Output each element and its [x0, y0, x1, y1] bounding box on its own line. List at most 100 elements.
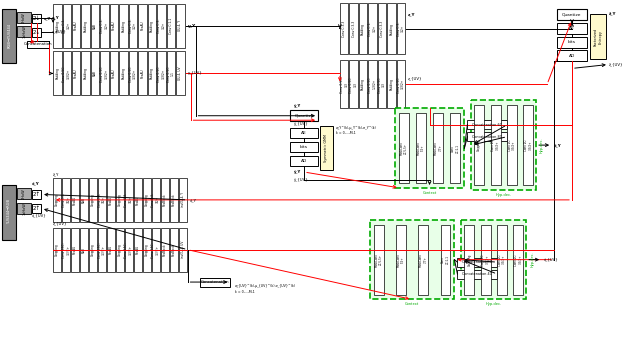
Text: Symmetric GMM: Symmetric GMM: [324, 134, 328, 162]
Text: x̂_{UV}: x̂_{UV}: [544, 258, 559, 262]
Text: MaskConv
5-5+: MaskConv 5-5+: [417, 141, 425, 155]
Text: MaskConv
5-5+: MaskConv 5-5+: [397, 253, 405, 267]
Text: Conv C:3-
3/2+: Conv C:3- 3/2+: [129, 18, 138, 33]
Text: Conv 0.5C:
1-3/2+: Conv 0.5C: 1-3/2+: [368, 76, 377, 92]
Bar: [3, 185, 16, 240]
Bar: [119, 4, 128, 48]
Bar: [17, 188, 31, 199]
Bar: [125, 178, 132, 222]
Text: Padding: Padding: [84, 20, 88, 31]
Bar: [27, 40, 49, 48]
Text: Concatenation: Concatenation: [24, 42, 52, 46]
Bar: [143, 228, 150, 272]
Text: ŷ_Y: ŷ_Y: [294, 170, 301, 174]
Bar: [290, 142, 318, 152]
Bar: [91, 51, 99, 95]
Bar: [17, 12, 31, 23]
Text: 2↓: 2↓: [33, 16, 41, 21]
Bar: [100, 4, 109, 48]
Bar: [349, 3, 358, 55]
Text: Conv 2C:
3-3/2+: Conv 2C: 3-3/2+: [492, 139, 500, 151]
Text: x̂_Y: x̂_Y: [32, 181, 40, 185]
Text: Conv 2C:
3-3/2+: Conv 2C: 3-3/2+: [481, 254, 490, 266]
Bar: [176, 4, 184, 48]
Text: Conv 0.5C:
3-3/2+: Conv 0.5C: 3-3/2+: [97, 242, 106, 257]
Text: 2HxW: 2HxW: [22, 12, 26, 22]
Bar: [100, 51, 109, 95]
Text: Hyp.dec.: Hyp.dec.: [540, 137, 544, 153]
Bar: [157, 51, 166, 95]
Text: ResAU: ResAU: [136, 195, 140, 205]
Bar: [472, 100, 536, 190]
Bar: [107, 178, 115, 222]
Text: ResAU: ResAU: [140, 69, 145, 78]
Bar: [368, 3, 377, 55]
Bar: [32, 190, 41, 199]
Bar: [63, 51, 71, 95]
Bar: [290, 110, 318, 121]
Text: Conv 0.5C:
1-1: Conv 0.5C: 1-1: [166, 65, 175, 81]
Bar: [53, 178, 61, 222]
Text: Cropping: Cropping: [118, 243, 122, 256]
Bar: [416, 113, 426, 183]
Text: RGB→YUV444: RGB→YUV444: [7, 23, 12, 48]
Text: x̂_{UV}: x̂_{UV}: [32, 214, 47, 218]
Bar: [474, 105, 484, 185]
Text: 1xHxW: 1xHxW: [22, 24, 26, 38]
Text: x_Y: x_Y: [52, 16, 60, 20]
Bar: [399, 113, 409, 183]
Bar: [72, 51, 81, 95]
Bar: [370, 220, 454, 299]
Text: Context: Context: [405, 303, 419, 306]
Text: ResBlock: ResBlock: [172, 243, 175, 256]
Text: z_Y: z_Y: [408, 13, 415, 17]
Text: Factorized
Entropy: Factorized Entropy: [593, 27, 602, 46]
Bar: [451, 113, 460, 183]
Text: Conv 2C:
3-3/2+: Conv 2C: 3-3/2+: [498, 254, 506, 266]
Text: k = 0,...,M-1: k = 0,...,M-1: [236, 289, 255, 294]
Bar: [157, 4, 166, 48]
Bar: [32, 204, 41, 213]
Bar: [129, 4, 137, 48]
Text: MaskConv
2C:5-5+: MaskConv 2C:5-5+: [399, 141, 408, 155]
Text: Padding: Padding: [390, 78, 394, 90]
Bar: [98, 178, 106, 222]
Text: Conv C:3-
3/2+: Conv C:3- 3/2+: [152, 193, 160, 207]
Text: Cropping: Cropping: [477, 139, 481, 151]
Bar: [53, 4, 61, 48]
Bar: [166, 4, 175, 48]
Text: AD: AD: [301, 159, 307, 163]
Text: Hyp.dec.: Hyp.dec.: [486, 303, 502, 306]
Text: ẑ_Y: ẑ_Y: [53, 172, 60, 176]
Text: bits: bits: [300, 145, 308, 149]
Text: invGU-4, Y: invGU-4, Y: [180, 193, 184, 207]
Bar: [359, 60, 367, 108]
Bar: [53, 228, 61, 272]
Bar: [378, 60, 386, 108]
Text: AE: AE: [301, 131, 307, 135]
Text: Conv 0.5C:
3-3/2+: Conv 0.5C: 3-3/2+: [61, 242, 70, 257]
Text: RAB: RAB: [93, 70, 97, 76]
Text: ResAU: ResAU: [136, 245, 140, 254]
Text: Cropping: Cropping: [467, 254, 472, 266]
Bar: [590, 14, 606, 59]
Text: Concatenation 8C: Concatenation 8C: [472, 135, 502, 139]
Bar: [17, 26, 31, 37]
Bar: [176, 51, 184, 95]
Bar: [374, 225, 384, 295]
Text: Padding: Padding: [150, 68, 154, 79]
Bar: [110, 51, 118, 95]
Text: ResBlock: ResBlock: [163, 243, 166, 256]
Text: Conv 0.5C:
3-3: Conv 0.5C: 3-3: [349, 76, 358, 92]
Bar: [290, 128, 318, 138]
Bar: [557, 23, 587, 33]
Bar: [81, 51, 90, 95]
Bar: [170, 178, 177, 222]
Text: Concatenation 3C: Concatenation 3C: [462, 260, 492, 264]
Text: Conv 0.5C:
3-3: Conv 0.5C: 3-3: [340, 76, 348, 92]
Bar: [320, 126, 333, 170]
Text: y_{UV}: y_{UV}: [188, 71, 202, 76]
Bar: [433, 113, 443, 183]
Bar: [396, 225, 406, 295]
Bar: [148, 4, 156, 48]
